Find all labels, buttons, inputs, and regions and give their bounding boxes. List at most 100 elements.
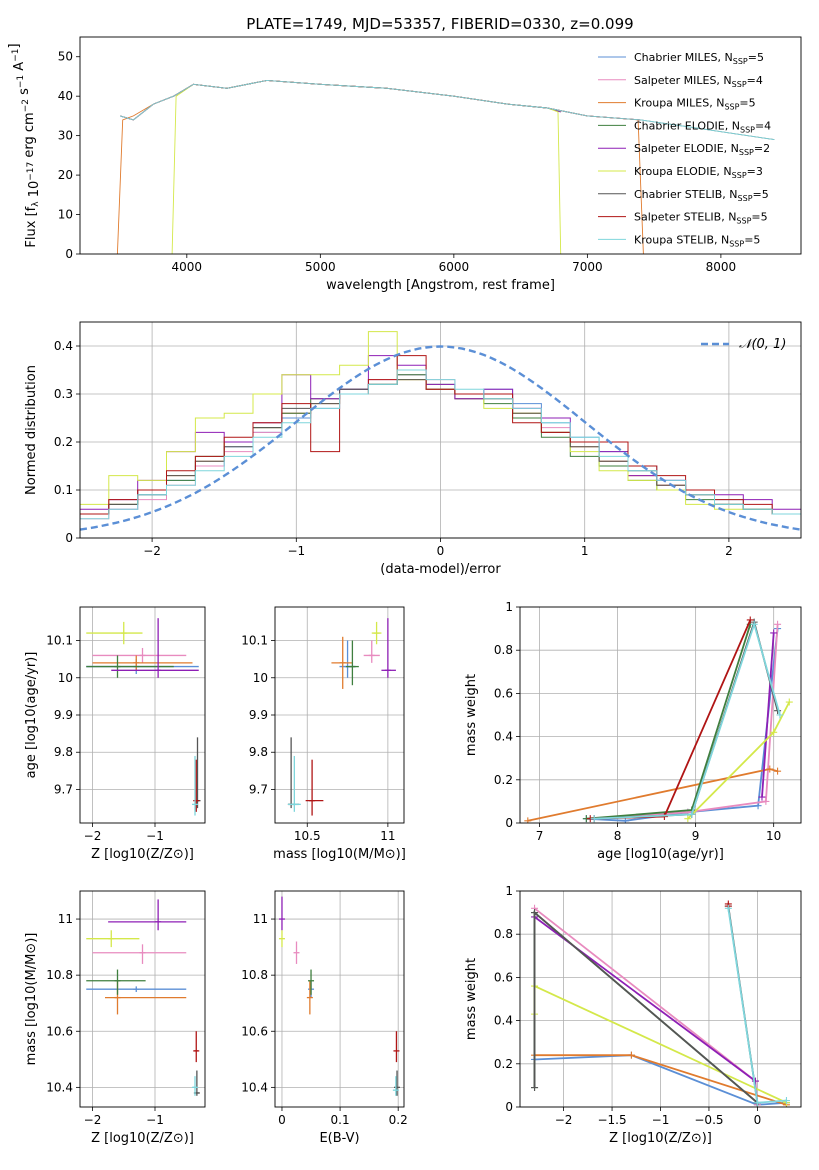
y-tick-label: 11 [253,912,268,926]
error-bar-point [305,759,324,816]
weight-vs-age-frame [519,606,802,824]
histogram-step [80,369,801,538]
x-tick-label: 10.5 [294,829,321,843]
y-tick-label: 0.1 [54,483,73,497]
spectrum-frame [79,36,802,255]
point-marker [724,904,732,912]
series-line [116,79,644,254]
y-tick-label: 0.2 [494,773,513,787]
x-tick-label: 4000 [172,260,203,274]
point-marker [750,620,758,628]
x-axis-label: E(B-V) [319,1131,359,1146]
point-marker [684,815,692,823]
y-tick-label: 9.7 [249,782,268,796]
y-tick-label: 10.4 [46,1080,73,1094]
error-bar-point [192,755,198,816]
legend-label: Kroupa MILES, NSSP=5 [634,97,756,112]
error-bar-point [363,640,380,663]
point-marker [785,698,793,706]
weight-vs-Z-axes: −2 −1.5 −1 −0.5 0 0 0.2 0.4 0.6 0.8 1 Z [log10(Z/Z⊙… [464,884,801,1146]
series-line [594,621,781,820]
legend-label: Kroupa ELODIE, NSSP=3 [634,165,763,180]
error-bar-point [394,1070,401,1096]
point-marker [531,909,539,917]
error-bar-point [193,1031,200,1063]
y-tick-label: 0.6 [494,970,513,984]
error-bar-point [193,759,200,812]
point-marker [590,815,598,823]
error-bar-point [86,655,174,678]
weight-vs-Z-plot [531,900,790,1107]
error-bar-point [331,636,353,689]
point-marker [776,711,784,719]
error-bar-point [108,899,187,931]
error-bar-point [371,621,382,645]
y-axis-label: age [log10(age/yr)] [24,652,39,779]
y-tick-label: 0.4 [494,1014,513,1028]
x-tick-label: −1 [652,1113,670,1127]
residual-hist-plot [80,331,801,538]
x-tick-label: −2 [84,1113,102,1127]
error-bar-point [92,944,187,964]
x-tick-label: 1 [581,544,589,558]
x-tick-label: −2 [143,544,161,558]
point-marker [751,1077,759,1085]
y-tick-label: 10.1 [46,634,73,648]
error-bar-point [86,986,187,992]
spectrum-axes: 4000 5000 6000 7000 8000 0 10 20 30 40 50 wavelengt… [7,43,736,293]
y-tick-label: 40 [58,89,73,103]
legend-label: Kroupa STELIB, NSSP=5 [634,233,760,248]
y-tick-label: 0.4 [54,339,73,353]
point-marker [774,767,782,775]
mass-vs-Z-frame [79,890,206,1108]
y-tick-label: 0.3 [54,387,73,401]
point-marker [746,616,754,624]
y-tick-label: 10.8 [241,968,268,982]
y-tick-label: 9.8 [54,745,73,759]
error-bar-point [345,640,359,686]
error-bar-point [192,1076,198,1096]
age-vs-Z-axes: −2 −1 9.7 9.8 9.9 10 10.1 Z [log10(Z/Z⊙)] age [l… [24,607,205,862]
legend-label: Salpeter STELIB, NSSP=5 [634,211,768,226]
age-vs-Z-frame [79,606,206,824]
x-tick-label: −2 [555,1113,573,1127]
y-tick-label: 9.7 [54,782,73,796]
x-axis-label: mass [log10(M/M⊙)] [273,847,406,862]
x-tick-label: −2 [84,829,102,843]
figure-title: PLATE=1749, MJD=53357, FIBERID=0330, z=0… [246,15,633,33]
y-tick-label: 0 [65,247,73,261]
series-line [594,624,779,820]
age-vs-Z-plot [86,618,201,816]
x-tick-label: 0 [754,1113,762,1127]
series-line [119,79,641,121]
y-tick-label: 10.6 [241,1024,268,1038]
error-bar-point [392,1076,399,1096]
x-tick-label: 9 [692,829,700,843]
x-axis-label: wavelength [Angstrom, rest frame] [326,278,555,293]
x-axis-label: Z [log10(Z/Z⊙)] [91,1131,194,1146]
x-tick-label: −0.5 [694,1113,723,1127]
y-tick-label: 9.9 [54,708,73,722]
weight-vs-age-plot [524,616,793,823]
point-marker [762,797,770,805]
series-line [586,628,779,822]
x-tick-label: 10 [766,829,781,843]
y-tick-label: 30 [58,129,73,143]
error-bar-point [306,980,313,1015]
point-marker [782,1097,790,1105]
x-tick-label: −1 [146,1113,164,1127]
mass-vs-ebv-axes: 0 0.1 0.2 10.4 10.6 10.8 11 E(B-V) [241,891,408,1146]
legend: Chabrier MILES, NSSP=5 Salpeter MILES, NS… [598,51,771,248]
x-axis-label: age [log10(age/yr)] [597,847,724,862]
x-tick-label: 6000 [439,260,470,274]
mass-vs-Z-axes: −2 −1 10.4 10.6 10.8 11 Z [log10(Z/Z⊙)] mass [l… [24,891,205,1146]
point-marker [770,629,778,637]
y-tick-label: 11 [58,912,73,926]
series-line [594,618,779,820]
x-tick-label: 0.1 [331,1113,350,1127]
error-bar-point [92,655,193,671]
x-tick-label: 8 [614,829,622,843]
x-axis-label: Z [log10(Z/Z⊙)] [609,1131,712,1146]
age-vs-mass-axes: 10.5 11 9.7 9.8 9.9 10 10.1 mass [log10(M/M⊙)] [241,607,406,862]
